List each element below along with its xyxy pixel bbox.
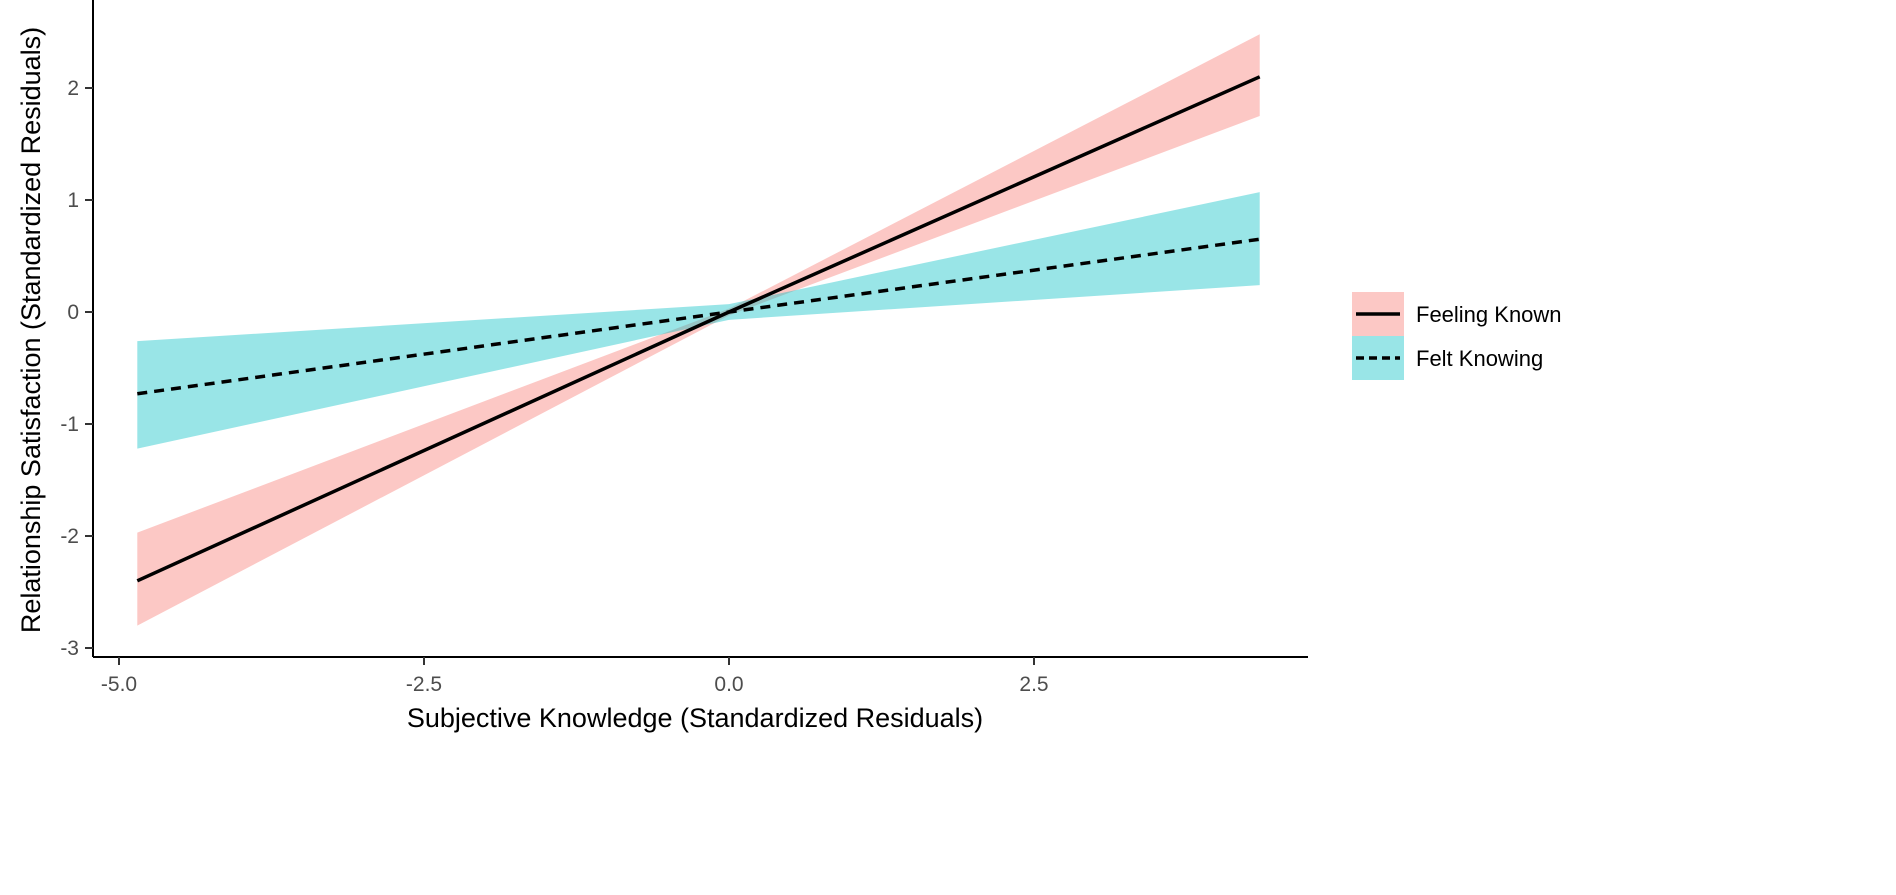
confidence-bands <box>137 34 1260 626</box>
x-axis-title: Subjective Knowledge (Standardized Resid… <box>407 703 983 733</box>
y-axis-title: Relationship Satisfaction (Standardized … <box>16 27 46 633</box>
x-ticks: -5.0 -2.5 0.0 2.5 <box>101 657 1049 696</box>
x-tick-label: 0.0 <box>714 673 743 696</box>
y-tick-label: -1 <box>60 413 79 436</box>
y-tick-label: -2 <box>60 525 79 548</box>
x-tick-label: 2.5 <box>1019 673 1048 696</box>
y-tick-label: -3 <box>60 637 79 660</box>
x-tick-label: -2.5 <box>406 673 442 696</box>
fit-lines <box>136 75 1261 583</box>
y-ticks: -3 -2 -1 0 1 2 <box>60 77 93 660</box>
legend-key-feeling-known: Feeling Known <box>1352 292 1562 336</box>
legend-label: Felt Knowing <box>1416 346 1543 371</box>
y-tick-label: 2 <box>67 77 79 100</box>
y-tick-label: 0 <box>67 301 79 324</box>
feeling-known-confidence-band <box>137 34 1260 626</box>
legend-key-felt-knowing: Felt Knowing <box>1352 336 1543 380</box>
felt-knowing-confidence-band <box>137 192 1260 449</box>
x-tick-label: -5.0 <box>101 673 137 696</box>
felt-knowing-line <box>137 237 1260 396</box>
axes <box>92 0 1308 658</box>
legend-label: Feeling Known <box>1416 302 1562 327</box>
y-tick-label: 1 <box>67 189 79 212</box>
legend: Feeling Known Felt Knowing <box>1352 292 1562 380</box>
